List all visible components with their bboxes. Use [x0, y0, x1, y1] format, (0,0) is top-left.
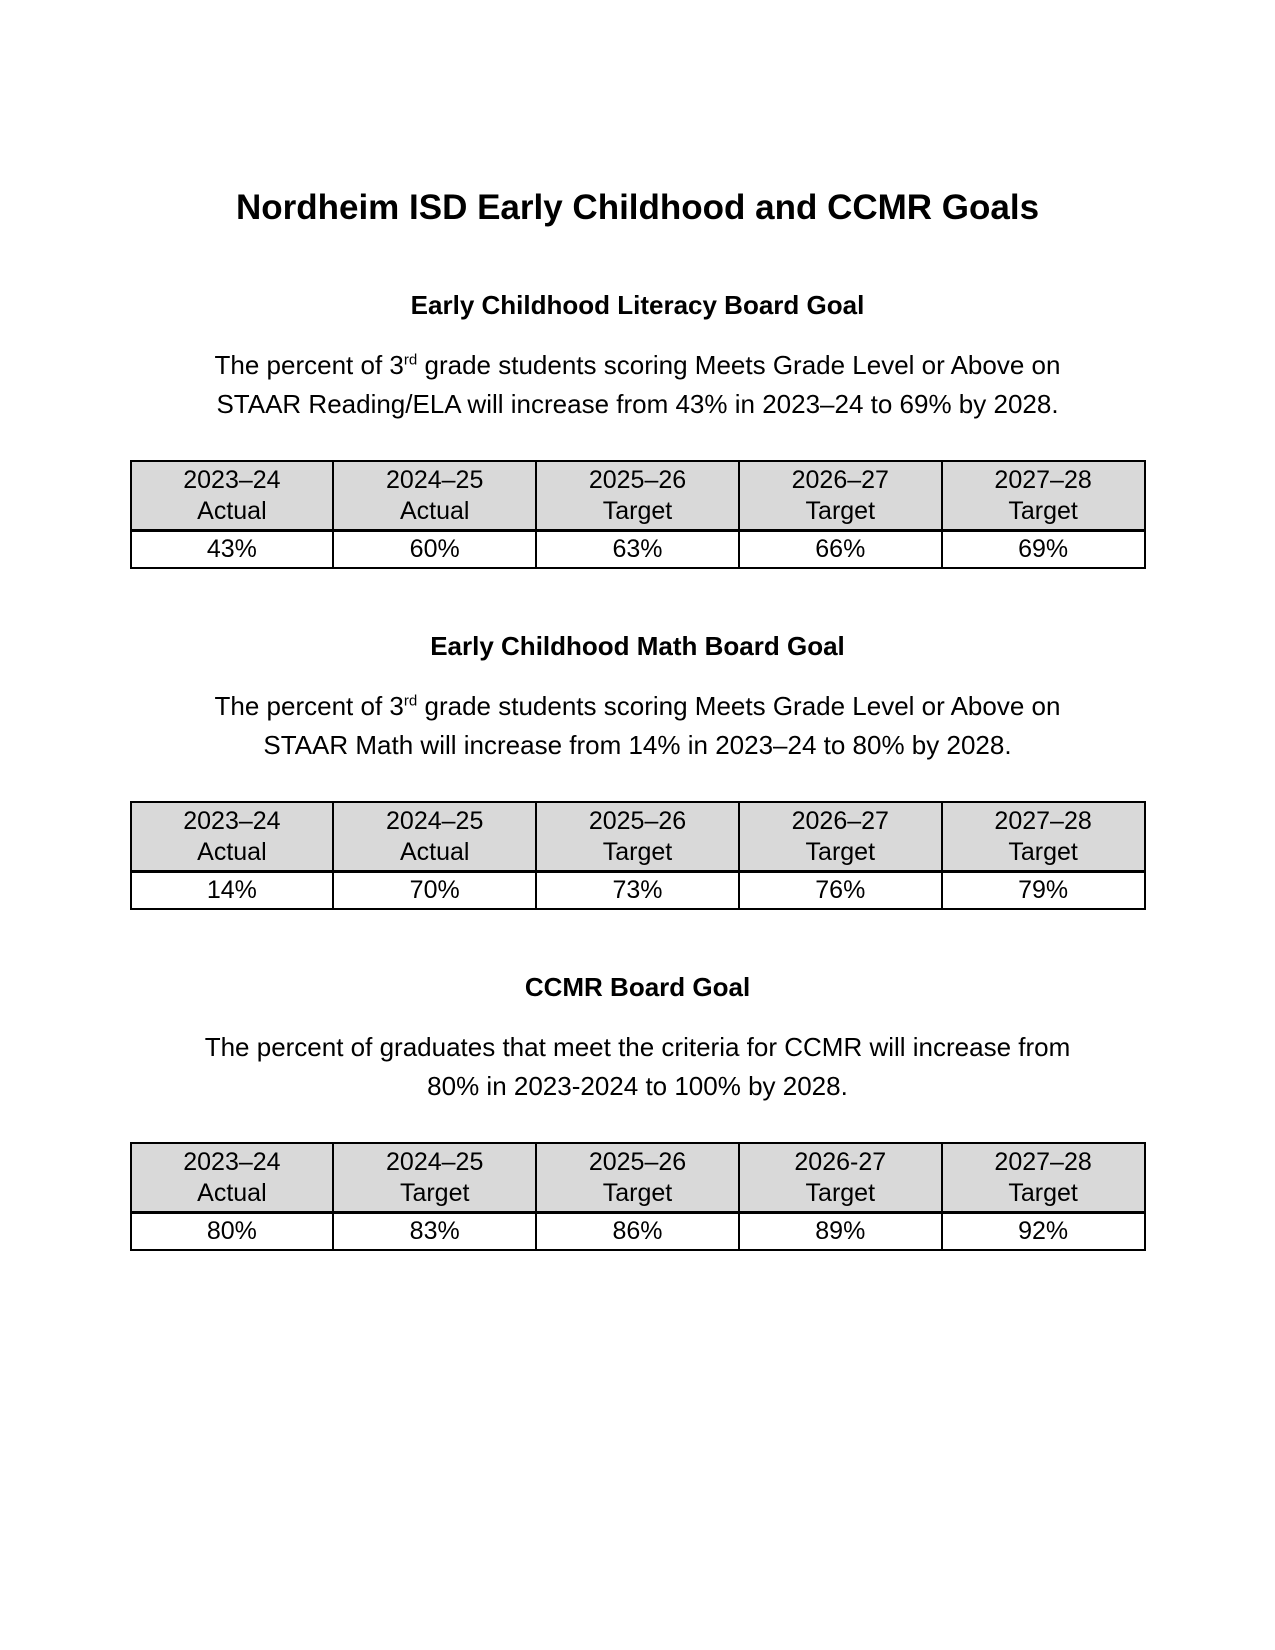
math-section-heading: Early Childhood Math Board Goal — [430, 631, 845, 661]
table-header-row: 2023–24 Actual 2024–25 Target 2025–26 Targe… — [129, 1142, 1146, 1214]
table-header-cell: 2024–25 Target — [332, 1142, 538, 1214]
header-label: Actual — [399, 838, 470, 866]
table-header-cell: 2027–28 Target — [940, 460, 1146, 532]
section-ccmr-goal: CCMR Board Goal The percent of graduates… — [129, 972, 1146, 1251]
header-year: 2025–26 — [588, 807, 687, 835]
description-line: The percent of graduates that meet the c… — [130, 1028, 1146, 1067]
table-header-cell: 2024–25 Actual — [332, 460, 538, 532]
header-year: 2024–25 — [386, 466, 484, 494]
table-header-cell: 2023–24 Actual — [129, 460, 335, 532]
header-label: Target — [602, 497, 673, 525]
section-literacy-goal: Early Childhood Literacy Board Goal The … — [129, 290, 1146, 569]
table-header-cell: 2025–26 Target — [535, 1142, 740, 1214]
header-label: Target — [1008, 1179, 1078, 1207]
description-text: The percent of 3 — [214, 350, 404, 380]
table-value-row: 14% 70% 73% 76% 79% — [129, 870, 1146, 910]
description-text: The percent of 3 — [214, 691, 404, 721]
header-year: 2023–24 — [183, 807, 281, 835]
table-header-cell: 2026-27 Target — [737, 1142, 943, 1214]
table-value-cell: 70% — [332, 870, 538, 910]
header-label: Actual — [197, 497, 267, 525]
header-year: 2023–24 — [183, 466, 281, 494]
document-page: Nordheim ISD Early Childhood and CCMR Go… — [129, 0, 1146, 1251]
table-header-cell: 2026–27 Target — [737, 460, 943, 532]
description-text: grade students scoring Meets Grade Level… — [417, 350, 1061, 380]
header-year: 2023–24 — [183, 1148, 281, 1176]
ccmr-section-heading: CCMR Board Goal — [524, 972, 751, 1002]
description-line: STAAR Reading/ELA will increase from 43%… — [216, 389, 1059, 419]
table-value-cell: 79% — [940, 870, 1146, 910]
page-title: Nordheim ISD Early Childhood and CCMR Go… — [235, 188, 1040, 227]
table-value-row: 43% 60% 63% 66% 69% — [129, 529, 1146, 569]
table-value-cell: 83% — [332, 1211, 538, 1251]
ordinal-superscript: rd — [403, 692, 418, 710]
math-section-description: The percent of 3rd grade students scorin… — [130, 687, 1146, 765]
table-header-row: 2023–24 Actual 2024–25 Actual 2025–26 Targe… — [129, 801, 1146, 873]
header-year: 2024–25 — [386, 807, 484, 835]
table-header-cell: 2023–24 Actual — [129, 801, 335, 873]
table-header-cell: 2023–24 Actual — [129, 1142, 335, 1214]
header-label: Target — [805, 497, 876, 525]
ccmr-section-description: The percent of graduates that meet the c… — [130, 1028, 1146, 1106]
table-value-cell: 43% — [129, 529, 335, 569]
header-year: 2025–26 — [588, 466, 687, 494]
math-goal-table: 2023–24 Actual 2024–25 Actual 2025–26 Targe… — [129, 801, 1146, 910]
literacy-section-heading: Early Childhood Literacy Board Goal — [410, 290, 865, 320]
table-header-cell: 2025–26 Target — [535, 460, 740, 532]
section-math-goal: Early Childhood Math Board Goal The perc… — [129, 631, 1146, 910]
description-text: The percent of graduates that meet the c… — [204, 1032, 1071, 1062]
header-label: Target — [602, 1179, 673, 1207]
header-label: Actual — [399, 497, 470, 525]
description-line: The percent of 3rd grade students scorin… — [130, 346, 1146, 385]
literacy-goal-table: 2023–24 Actual 2024–25 Actual 2025–26 Targe… — [129, 460, 1146, 569]
header-year: 2026–27 — [791, 807, 889, 835]
table-header-cell: 2027–28 Target — [940, 1142, 1146, 1214]
header-year: 2026-27 — [794, 1148, 887, 1176]
header-label: Target — [805, 838, 876, 866]
header-label: Actual — [197, 1179, 267, 1207]
table-header-cell: 2024–25 Actual — [332, 801, 538, 873]
ordinal-superscript: rd — [403, 351, 418, 369]
literacy-section-description: The percent of 3rd grade students scorin… — [130, 346, 1146, 424]
description-line: 80% in 2023-2024 to 100% by 2028. — [427, 1071, 848, 1101]
table-value-cell: 14% — [129, 870, 335, 910]
table-value-cell: 89% — [737, 1211, 943, 1251]
table-header-cell: 2025–26 Target — [535, 801, 740, 873]
header-label: Actual — [197, 838, 267, 866]
description-line: STAAR Math will increase from 14% in 202… — [263, 730, 1012, 760]
table-value-cell: 76% — [737, 870, 943, 910]
table-header-cell: 2026–27 Target — [737, 801, 943, 873]
table-value-cell: 92% — [940, 1211, 1146, 1251]
header-year: 2025–26 — [588, 1148, 687, 1176]
table-value-cell: 60% — [332, 529, 538, 569]
table-value-cell: 86% — [535, 1211, 740, 1251]
header-year: 2026–27 — [791, 466, 889, 494]
ccmr-goal-table: 2023–24 Actual 2024–25 Target 2025–26 Targe… — [129, 1142, 1146, 1251]
header-label: Target — [805, 1179, 876, 1207]
description-text: grade students scoring Meets Grade Level… — [417, 691, 1061, 721]
header-label: Target — [602, 838, 673, 866]
table-value-cell: 66% — [737, 529, 943, 569]
header-label: Target — [1008, 497, 1078, 525]
table-value-cell: 80% — [129, 1211, 335, 1251]
table-value-row: 80% 83% 86% 89% 92% — [129, 1211, 1146, 1251]
description-line: The percent of 3rd grade students scorin… — [130, 687, 1146, 726]
table-value-cell: 63% — [535, 529, 740, 569]
header-label: Target — [399, 1179, 470, 1207]
header-year: 2024–25 — [386, 1148, 484, 1176]
header-year: 2027–28 — [994, 466, 1092, 494]
header-year: 2027–28 — [994, 807, 1092, 835]
table-header-row: 2023–24 Actual 2024–25 Actual 2025–26 Targe… — [129, 460, 1146, 532]
table-value-cell: 69% — [940, 529, 1146, 569]
table-value-cell: 73% — [535, 870, 740, 910]
header-year: 2027–28 — [994, 1148, 1092, 1176]
header-label: Target — [1008, 838, 1078, 866]
table-header-cell: 2027–28 Target — [940, 801, 1146, 873]
